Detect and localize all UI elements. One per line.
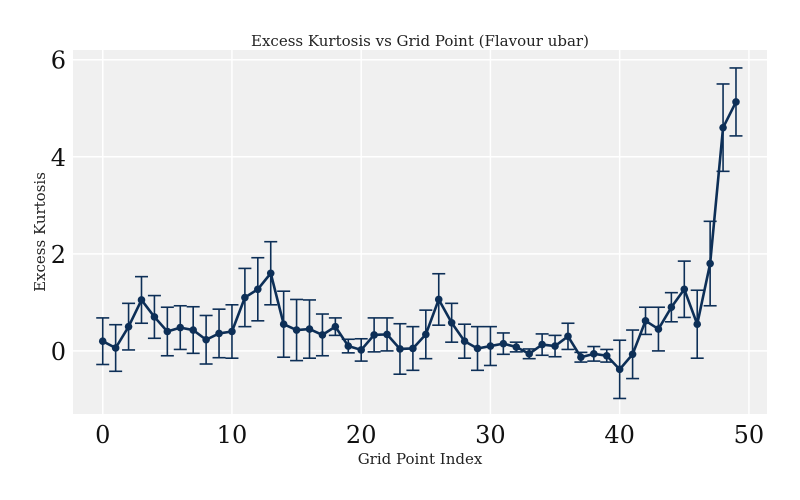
data-point: [602, 351, 611, 360]
data-point: [176, 323, 185, 332]
data-point: [279, 320, 288, 329]
data-point: [486, 342, 495, 350]
data-point: [628, 350, 637, 359]
x-tick-label: 10: [217, 421, 248, 449]
data-point: [641, 317, 650, 325]
data-point: [706, 259, 714, 268]
x-tick-label: 30: [475, 421, 506, 449]
data-point: [357, 346, 365, 354]
data-point: [344, 342, 353, 350]
data-point: [266, 269, 275, 278]
data-point: [189, 326, 197, 334]
data-point: [292, 326, 301, 334]
data-point: [680, 285, 689, 294]
x-tick-label: 50: [734, 421, 765, 449]
tick-labels: 0 10 20 30 40 50 0 2 4 6: [51, 47, 764, 449]
data-point: [137, 296, 146, 304]
data-point: [719, 123, 727, 132]
data-point: [525, 350, 534, 358]
data-point: [228, 327, 236, 336]
data-point: [473, 344, 482, 353]
data-point: [124, 322, 133, 331]
data-point: [564, 332, 572, 341]
y-tick-label: 2: [51, 241, 66, 269]
data-point: [577, 353, 585, 362]
data-point: [254, 285, 262, 294]
data-point: [447, 318, 456, 327]
data-point: [396, 345, 404, 353]
data-point: [434, 295, 443, 304]
data-point: [409, 344, 417, 353]
data-point: [318, 331, 327, 339]
data-point: [499, 339, 508, 348]
data-point: [111, 344, 120, 352]
y-tick-label: 6: [51, 47, 66, 75]
data-point: [331, 322, 340, 331]
x-tick-label: 0: [95, 421, 110, 449]
data-point: [667, 303, 676, 312]
data-point: [654, 325, 663, 333]
data-point: [732, 98, 740, 106]
data-point: [693, 320, 702, 329]
data-point: [422, 330, 430, 339]
data-point: [98, 337, 107, 346]
data-point: [512, 343, 521, 351]
data-point: [590, 350, 598, 358]
data-points: [98, 98, 740, 374]
x-tick-label: 40: [604, 421, 635, 449]
data-point: [150, 313, 159, 321]
data-point: [538, 340, 546, 349]
data-point: [202, 335, 210, 344]
y-tick-label: 0: [51, 338, 66, 366]
data-point: [241, 293, 249, 302]
data-point: [215, 329, 223, 338]
y-axis-label: Excess Kurtosis: [31, 172, 49, 292]
chart-title: Excess Kurtosis vs Grid Point (Flavour u…: [251, 32, 589, 50]
x-tick-label: 20: [346, 421, 377, 449]
grid-lines: [73, 50, 767, 414]
x-axis-label: Grid Point Index: [358, 450, 483, 468]
data-point: [163, 327, 172, 336]
data-point: [551, 342, 559, 350]
y-tick-label: 4: [51, 144, 66, 172]
data-point: [383, 330, 391, 339]
data-point: [305, 325, 314, 333]
data-point: [460, 337, 469, 346]
data-point: [615, 365, 624, 374]
data-point: [370, 331, 378, 339]
